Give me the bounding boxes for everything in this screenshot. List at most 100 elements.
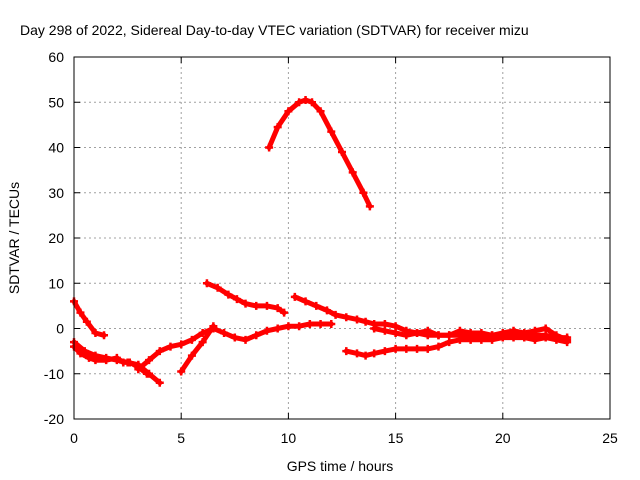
data-point <box>177 367 186 376</box>
data-point <box>301 95 310 104</box>
data-point <box>552 335 561 344</box>
data-point <box>445 331 454 340</box>
data-point <box>307 98 316 107</box>
data-point <box>220 329 229 338</box>
x-tick-label: 10 <box>281 430 297 446</box>
data-point <box>498 333 507 342</box>
series-track-7 <box>266 97 373 209</box>
data-point <box>322 306 331 315</box>
data-point <box>338 148 346 157</box>
data-point <box>509 333 518 342</box>
y-tick-label: 0 <box>56 321 64 337</box>
data-point <box>290 292 299 301</box>
data-point <box>213 283 222 292</box>
data-point <box>295 98 304 107</box>
data-point <box>100 331 109 340</box>
data-point <box>209 322 218 331</box>
data-point <box>413 344 422 353</box>
data-point <box>327 127 336 136</box>
data-point <box>295 322 304 331</box>
data-point <box>241 299 250 308</box>
data-point <box>434 342 443 351</box>
data-point <box>262 326 271 335</box>
data-point <box>252 331 261 340</box>
series-track-1 <box>71 298 107 338</box>
data-point <box>198 338 207 347</box>
x-tick-label: 0 <box>70 430 78 446</box>
chart-title: Day 298 of 2022, Sidereal Day-to-day VTE… <box>20 22 529 38</box>
data-point <box>202 279 211 288</box>
data-point <box>541 324 550 333</box>
data-point <box>466 335 475 344</box>
data-point <box>241 335 250 344</box>
data-point <box>423 344 432 353</box>
data-point <box>342 347 351 356</box>
data-point <box>316 107 325 116</box>
data-point <box>187 351 196 360</box>
data-point <box>509 326 518 335</box>
data-point <box>273 123 282 132</box>
data-point <box>305 319 314 328</box>
data-point <box>198 329 207 338</box>
x-tick-label: 15 <box>388 430 404 446</box>
data-point <box>112 356 121 365</box>
data-point <box>370 324 379 333</box>
data-point <box>145 369 154 378</box>
data-point <box>359 188 368 197</box>
data-point <box>434 331 443 340</box>
y-tick-label: 40 <box>48 140 64 156</box>
x-tick-label: 20 <box>495 430 511 446</box>
data-point <box>262 301 271 310</box>
data-point <box>312 301 321 310</box>
data-point <box>466 329 475 338</box>
y-tick-label: -20 <box>44 411 64 427</box>
data-point <box>488 335 497 344</box>
data-point <box>232 295 241 304</box>
y-tick-label: 10 <box>48 275 64 291</box>
y-tick-label: 30 <box>48 185 64 201</box>
data-point <box>380 319 389 328</box>
data-point <box>187 335 196 344</box>
data-point <box>80 347 89 356</box>
data-point <box>230 333 239 342</box>
series-track-5 <box>178 323 216 374</box>
data-point <box>391 322 400 331</box>
data-point <box>477 329 486 338</box>
data-point <box>316 319 325 328</box>
data-point <box>365 202 374 211</box>
data-point <box>91 351 100 360</box>
data-point <box>530 335 539 344</box>
data-point <box>145 356 154 365</box>
data-point <box>541 333 550 342</box>
data-point <box>265 143 274 152</box>
data-point <box>353 349 362 358</box>
data-point <box>563 338 572 347</box>
data-point <box>342 313 351 322</box>
y-tick-label: -10 <box>44 366 64 382</box>
x-tick-label: 25 <box>602 430 618 446</box>
data-point <box>76 308 85 317</box>
data-point <box>520 333 529 342</box>
data-point <box>380 326 389 335</box>
data-point <box>273 304 282 313</box>
data-point <box>82 317 91 326</box>
data-point <box>477 335 486 344</box>
y-tick-label: 50 <box>48 94 64 110</box>
y-tick-label: 20 <box>48 230 64 246</box>
data-point <box>327 319 336 328</box>
data-point <box>455 326 464 335</box>
data-point <box>348 168 357 177</box>
data-point <box>301 297 310 306</box>
data-point <box>134 365 143 374</box>
data-point <box>280 308 289 317</box>
data-point <box>530 326 539 335</box>
data-point <box>166 342 175 351</box>
data-point <box>224 290 233 299</box>
data-point <box>391 329 400 338</box>
y-tick-label: 60 <box>48 49 64 65</box>
axis-ticks: 0 5 10 15 20 25 -20 -10 0 10 20 30 40 50 60 <box>44 49 618 446</box>
y-axis-label: SDTVAR / TECUs <box>6 182 22 294</box>
grid <box>74 57 610 419</box>
data-point <box>455 335 464 344</box>
